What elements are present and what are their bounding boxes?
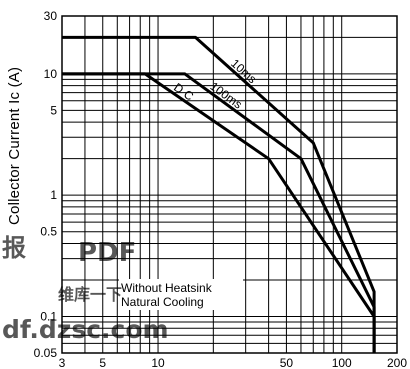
y-axis-title: Collector Current Ic (A)	[6, 67, 23, 225]
y-tick-label: 0.05	[34, 346, 58, 360]
y-tick-label: 5	[50, 103, 57, 117]
x-tick-label: 5	[99, 356, 106, 369]
x-tick-label: 10	[151, 356, 165, 369]
curve-series	[62, 35, 376, 353]
x-tick-label: 100	[332, 356, 352, 369]
y-tick-label: 1	[50, 188, 57, 202]
plot-frame	[61, 15, 398, 354]
watermark-char: 报	[2, 234, 26, 262]
x-tick-label: 3	[59, 356, 66, 369]
watermark-pdf: PDF	[78, 238, 136, 268]
y-tick-label: 0.1	[40, 309, 57, 323]
watermark: 报 PDF 维库一下 df.dzsc.com	[2, 234, 169, 344]
watermark-url: df.dzsc.com	[2, 315, 169, 344]
y-tick-label: 30	[44, 9, 58, 23]
axis-tick-labels: 30 10 5 1 0.5 0.1 0.053 5 10 50 100 200	[34, 9, 408, 369]
series-line-100ms	[62, 72, 376, 353]
y-tick-label: 10	[44, 67, 58, 81]
annotation-heatsink: Without Heatsink	[121, 281, 213, 295]
series-label-dc: D C	[171, 80, 196, 103]
x-tick-label: 200	[387, 356, 407, 369]
y-tick-label: 0.5	[40, 225, 57, 239]
annotation-cooling: Natural Cooling	[121, 295, 204, 309]
x-tick-label: 50	[280, 356, 294, 369]
annotation-box	[119, 279, 243, 310]
watermark-subtext: 维库一下	[58, 285, 122, 304]
series-line-dc	[62, 72, 376, 353]
